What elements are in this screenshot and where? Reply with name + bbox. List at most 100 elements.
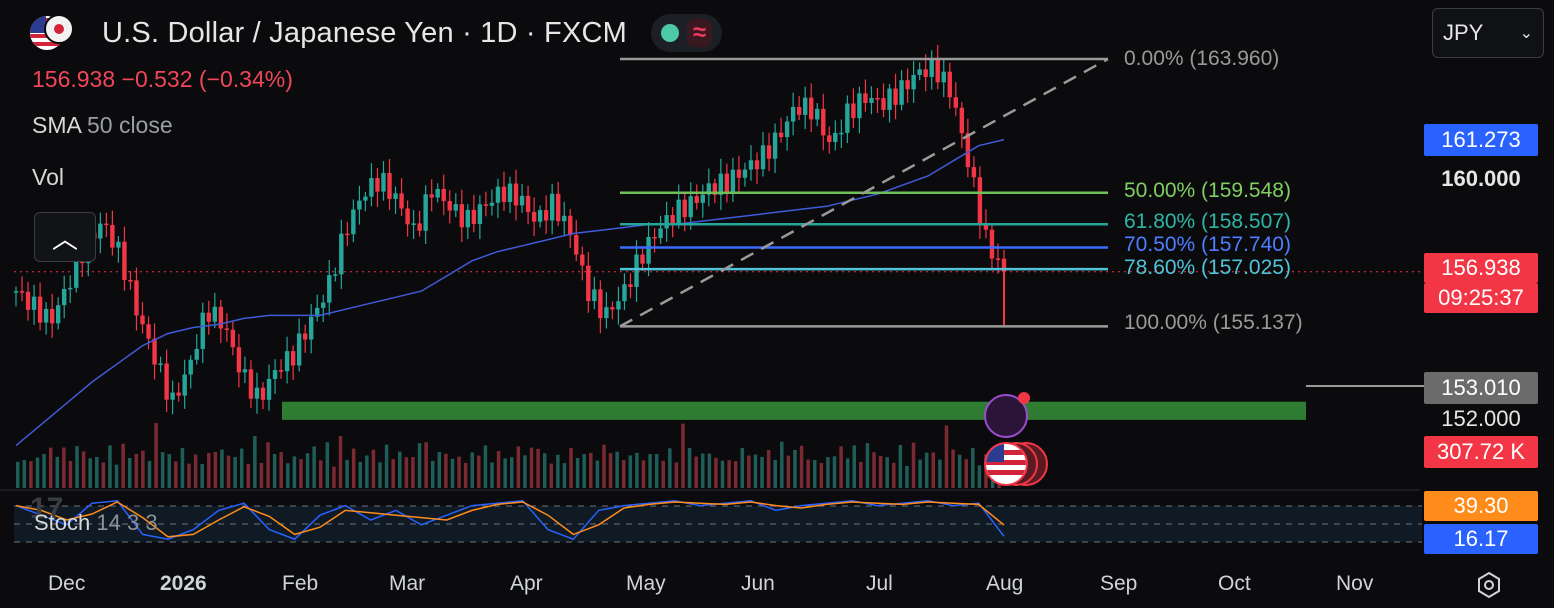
jp-flag-icon [44, 14, 74, 44]
x-tick-mar: Mar [389, 572, 426, 595]
candle-body [411, 223, 416, 225]
volume-bar [569, 448, 573, 488]
stoch-d-tag: 39.30 [1424, 491, 1538, 521]
status-pill[interactable]: ≈ [650, 14, 723, 52]
candle-body [947, 71, 952, 98]
candle-body [640, 254, 645, 264]
candle-body [815, 108, 820, 120]
candle-body [965, 133, 971, 168]
volume-bar [259, 462, 264, 488]
volume-bar [536, 448, 540, 488]
candle-body [230, 329, 236, 348]
candle-body [549, 193, 555, 221]
candle-body [296, 333, 302, 366]
candle-body [31, 296, 37, 310]
volume-bar [226, 455, 231, 488]
stoch-k-tag: 16.17 [1424, 524, 1538, 554]
candle-body [182, 374, 187, 396]
candle-body [399, 193, 404, 209]
volume-bar [635, 452, 639, 488]
volume-bar [35, 457, 40, 488]
candle-body [694, 196, 699, 203]
candle-body [417, 223, 422, 231]
candle-body [893, 88, 898, 105]
volume-bar [207, 452, 211, 488]
volume-bar [865, 443, 870, 488]
candle-body [471, 209, 477, 225]
candle-body [809, 97, 814, 120]
candle-body [574, 235, 579, 255]
volume-bar [931, 452, 936, 488]
currency-select[interactable]: JPY ⌄ [1432, 8, 1544, 58]
currency-value: JPY [1443, 20, 1484, 45]
stoch-band [14, 506, 1422, 542]
volume-bar [371, 449, 376, 488]
candle-body [315, 307, 320, 317]
volume-bar [404, 457, 409, 488]
volume-bar [68, 461, 73, 488]
candle-body [55, 305, 61, 324]
collapse-legend-button[interactable]: ︿ [34, 212, 96, 262]
candle-body [875, 98, 880, 100]
chevron-down-icon: ⌄ [1519, 25, 1533, 42]
candle-body [327, 275, 332, 303]
volume-bar [780, 441, 784, 488]
candle-body [393, 193, 398, 199]
volume-bar [29, 461, 33, 488]
candle-body [610, 307, 615, 310]
stoch-k-line [15, 500, 1005, 541]
volume-bar [187, 463, 191, 488]
candle-body [929, 58, 934, 77]
support-zone [282, 401, 1306, 420]
volume-bar [562, 463, 567, 488]
us-event-flag-icon[interactable] [984, 442, 1028, 486]
volume-bar [766, 450, 771, 488]
volume-bar [812, 460, 817, 488]
vol-legend[interactable]: Vol [32, 164, 64, 190]
volume-bar [279, 452, 283, 488]
candle-body [188, 359, 193, 375]
candle-body [911, 74, 916, 90]
market-open-icon [660, 24, 679, 42]
sma-legend[interactable]: SMA 50 close [32, 112, 173, 139]
candle-body [19, 291, 25, 293]
chevron-up-icon: ︿ [51, 223, 78, 254]
volume-bar [477, 455, 481, 488]
volume-bar [121, 443, 125, 488]
sma-name: SMA [32, 112, 81, 138]
candle-body [447, 201, 452, 211]
settings-gear-icon[interactable] [1474, 570, 1504, 600]
volume-bar [154, 423, 158, 488]
volume-bar [114, 464, 119, 488]
volume-bar [951, 449, 955, 488]
candle-body [905, 80, 910, 90]
volume-bar [701, 453, 705, 488]
candle-body [495, 186, 501, 203]
volume-bar [549, 463, 554, 488]
volume-bar [938, 459, 942, 488]
stoch-legend[interactable]: Stoch 14 3 3 [34, 510, 158, 536]
volume-bar [806, 459, 810, 488]
symbol-header[interactable]: U.S. Dollar / Japanese Yen · 1D · FXCM ≈ [30, 14, 723, 52]
symbol-title[interactable]: U.S. Dollar / Japanese Yen · 1D · FXCM [102, 16, 627, 49]
fib-label-786: 78.60% (157.025) [1124, 256, 1291, 279]
candle-body [74, 256, 79, 288]
fib-label-618: 61.80% (158.507) [1124, 210, 1291, 233]
volume-bar [200, 463, 204, 488]
candle-body [435, 188, 440, 198]
volume-bar [589, 452, 593, 488]
candle-body [555, 193, 561, 222]
candle-body [134, 280, 139, 316]
candle-body [68, 287, 73, 290]
candle-body [357, 200, 362, 210]
candle-body [537, 210, 543, 222]
lightning-event-icon[interactable] [984, 392, 1030, 438]
volume-bar [220, 449, 224, 488]
x-tick-may: May [626, 572, 666, 595]
volume-bar [338, 436, 343, 488]
candle-body [531, 212, 537, 222]
candle-body [158, 363, 163, 366]
volume-bar [727, 460, 731, 488]
volume-bar [365, 455, 369, 488]
